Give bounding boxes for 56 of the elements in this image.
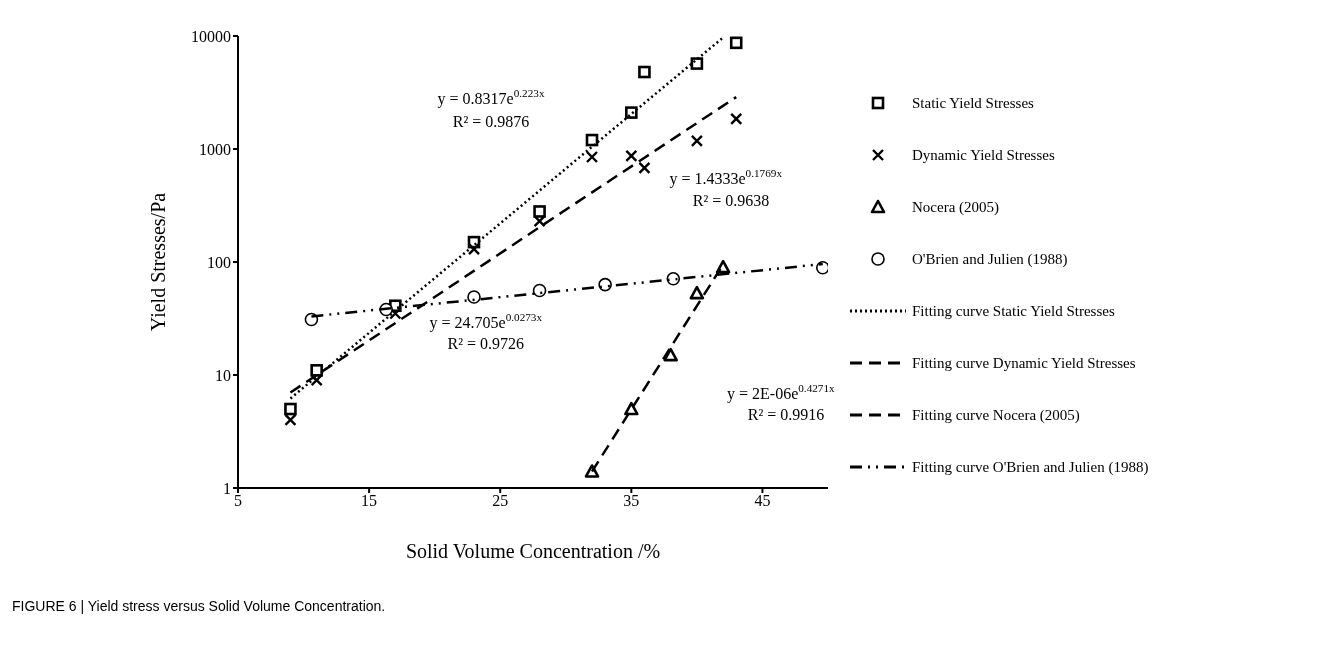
point xyxy=(690,134,704,148)
point xyxy=(729,36,743,50)
x-tick-label: 15 xyxy=(361,492,378,510)
point xyxy=(585,133,599,147)
x-tick-label: 5 xyxy=(234,492,242,510)
point xyxy=(585,150,599,164)
point xyxy=(310,364,323,377)
legend-label: O'Brien and Julien (1988) xyxy=(912,251,1069,268)
point xyxy=(638,161,651,175)
x-tick-label: 45 xyxy=(754,492,771,510)
legend-label: Fitting curve O'Brien and Julien (1988) xyxy=(912,459,1150,476)
annotation: R² = 0.9916 xyxy=(747,406,825,424)
point xyxy=(584,464,600,478)
x-axis-title: Solid Volume Concentration /% xyxy=(405,540,661,562)
point xyxy=(730,112,743,126)
point xyxy=(467,290,481,304)
point xyxy=(389,299,402,313)
annotation: R² = 0.9876 xyxy=(452,112,530,130)
point xyxy=(625,149,638,163)
annotation: y = 1.4333e$^{0.1769x}$ xyxy=(669,166,783,188)
x-tick-label: 25 xyxy=(492,492,509,510)
point xyxy=(624,401,639,416)
point xyxy=(690,57,704,70)
x-tick-label: 35 xyxy=(623,492,640,510)
point xyxy=(815,260,828,275)
annotation: R² = 0.9726 xyxy=(447,334,525,352)
annotation: R² = 0.9638 xyxy=(692,191,770,209)
point xyxy=(284,413,297,427)
annotation: y = 24.705e$^{0.0273x}$ xyxy=(429,310,543,332)
point xyxy=(533,205,546,218)
point xyxy=(638,65,651,79)
annotation: y = 0.8317e$^{0.223x}$ xyxy=(437,86,545,108)
caption: FIGURE 6 | Yield stress versus Solid Volume Concentration. xyxy=(12,598,387,614)
point xyxy=(304,312,319,327)
point xyxy=(625,106,638,119)
annotation: y = 2E-06e$^{0.4271x}$ xyxy=(727,381,835,403)
y-tick-label: 10 xyxy=(215,366,231,384)
legend-label: Static Yield Stresses xyxy=(912,95,1035,112)
point xyxy=(598,277,612,292)
legend-label: Fitting curve Nocera (2005) xyxy=(912,407,1081,424)
point xyxy=(715,259,731,274)
legend-label: Dynamic Yield Stresses xyxy=(912,147,1056,164)
y-tick-label: 100 xyxy=(207,253,231,271)
y-tick-label: 10000 xyxy=(191,27,231,45)
point xyxy=(666,272,681,286)
y-tick-label: 1 xyxy=(223,479,231,497)
legend-label: Nocera (2005) xyxy=(912,199,1001,216)
y-axis-title: Yield Stresses/Pa xyxy=(147,192,170,332)
legend-label: Fitting curve Dynamic Yield Stresses xyxy=(912,355,1137,372)
point xyxy=(663,347,678,362)
legend-label: Fitting curve Static Yield Stresses xyxy=(912,303,1116,320)
y-tick-label: 1000 xyxy=(199,140,231,158)
point xyxy=(467,235,481,249)
point xyxy=(689,285,705,300)
point xyxy=(532,283,547,298)
point xyxy=(284,402,297,416)
